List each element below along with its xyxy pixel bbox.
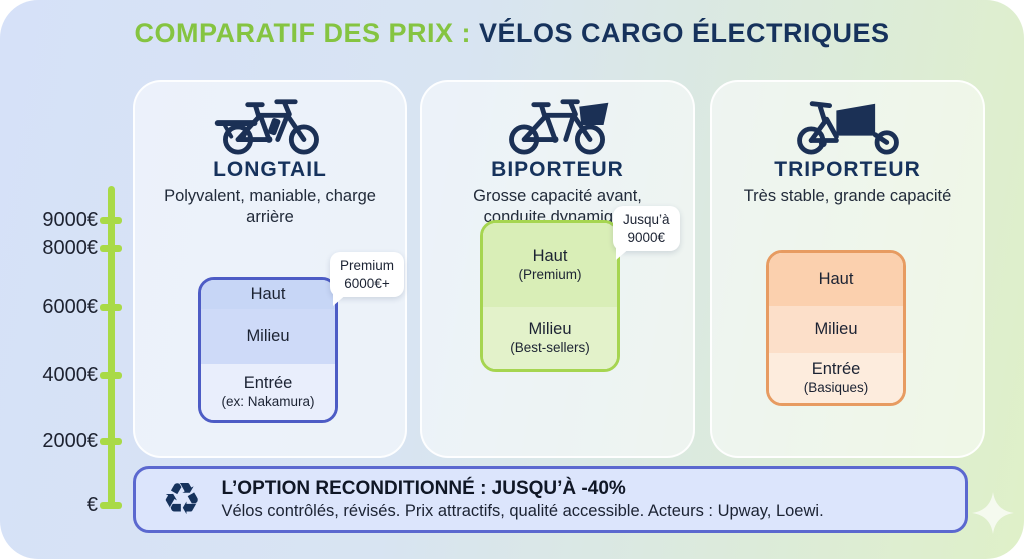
axis-tick-9000 bbox=[100, 217, 122, 224]
callout-line2: 6000€+ bbox=[344, 275, 390, 291]
segment-label: Entrée bbox=[811, 360, 861, 378]
longtail-callout: Premium 6000€+ bbox=[330, 252, 405, 307]
column-name-triporteur: TRIPORTEUR bbox=[774, 158, 921, 181]
segment-label: Entrée bbox=[243, 374, 293, 392]
axis-label-4000: 4000€ bbox=[42, 364, 98, 386]
page-title: COMPARATIF DES PRIX : VÉLOS CARGO ÉLECTR… bbox=[0, 18, 1024, 49]
triporteur-bike-icon bbox=[712, 94, 983, 156]
banner-title: L’OPTION RECONDITIONNÉ : JUSQU’À -40% bbox=[221, 478, 626, 499]
sparkle-icon bbox=[972, 492, 1014, 539]
axis-label-2000: 2000€ bbox=[42, 430, 98, 452]
triporteur-segment-haut: Haut bbox=[769, 253, 903, 306]
segment-sublabel: (Basiques) bbox=[803, 379, 869, 395]
page-title-main: VÉLOS CARGO ÉLECTRIQUES bbox=[478, 18, 890, 48]
segment-label: Milieu bbox=[528, 320, 572, 338]
longtail-segment-haut: Haut bbox=[201, 280, 335, 309]
longtail-bike-icon bbox=[135, 94, 405, 156]
longtail-segment-entree: Entrée (ex: Nakamura) bbox=[201, 364, 335, 420]
triporteur-segment-entree: Entrée (Basiques) bbox=[769, 353, 903, 403]
column-desc-longtail: Polyvalent, maniable, charge arrière bbox=[164, 187, 376, 227]
banner-subtitle: Vélos contrôlés, révisés. Prix attractif… bbox=[221, 502, 824, 520]
axis-tick-4000 bbox=[100, 372, 122, 379]
segment-sublabel: (Premium) bbox=[518, 266, 582, 282]
segment-label: Haut bbox=[532, 247, 568, 265]
biporteur-segment-haut: Haut (Premium) bbox=[483, 223, 617, 307]
biporteur-price-box: Haut (Premium) Milieu (Best-sellers) bbox=[480, 220, 620, 372]
triporteur-segment-milieu: Milieu bbox=[769, 306, 903, 353]
price-axis-line bbox=[108, 186, 115, 508]
axis-tick-2000 bbox=[100, 438, 122, 445]
biporteur-bike-icon bbox=[422, 94, 693, 156]
callout-line1: Premium bbox=[340, 258, 395, 273]
segment-label: Haut bbox=[250, 284, 286, 303]
recycle-icon: ♻ bbox=[162, 474, 202, 524]
axis-tick-8000 bbox=[100, 245, 122, 252]
segment-sublabel: (Best-sellers) bbox=[510, 339, 590, 355]
axis-tick-6000 bbox=[100, 304, 122, 311]
axis-label-8000: 8000€ bbox=[42, 237, 98, 259]
axis-tick-0 bbox=[100, 502, 122, 509]
segment-sublabel: (ex: Nakamura) bbox=[221, 393, 315, 409]
column-name-longtail: LONGTAIL bbox=[213, 158, 327, 181]
column-desc-triporteur: Très stable, grande capacité bbox=[743, 187, 952, 205]
segment-label: Milieu bbox=[814, 319, 858, 338]
longtail-price-box: Haut Milieu Entrée (ex: Nakamura) bbox=[198, 277, 338, 423]
page-title-prefix: COMPARATIF DES PRIX : bbox=[134, 18, 479, 48]
callout-line2: 9000€ bbox=[627, 229, 666, 245]
banner-text: L’OPTION RECONDITIONNÉ : JUSQU’À -40% Vé… bbox=[221, 478, 823, 521]
axis-label-9000: 9000€ bbox=[42, 209, 98, 231]
triporteur-price-box: Haut Milieu Entrée (Basiques) bbox=[766, 250, 906, 406]
longtail-segment-milieu: Milieu bbox=[201, 309, 335, 364]
biporteur-callout: Jusqu’à 9000€ bbox=[613, 206, 680, 261]
reconditioned-banner: ♻ L’OPTION RECONDITIONNÉ : JUSQU’À -40% … bbox=[133, 466, 968, 533]
axis-label-euro: € bbox=[86, 494, 98, 516]
column-name-biporteur: BIPORTEUR bbox=[491, 158, 624, 181]
biporteur-segment-milieu: Milieu (Best-sellers) bbox=[483, 307, 617, 369]
callout-line1: Jusqu’à bbox=[623, 212, 670, 227]
segment-label: Milieu bbox=[246, 326, 290, 345]
segment-label: Haut bbox=[818, 269, 854, 288]
axis-label-6000: 6000€ bbox=[42, 296, 98, 318]
